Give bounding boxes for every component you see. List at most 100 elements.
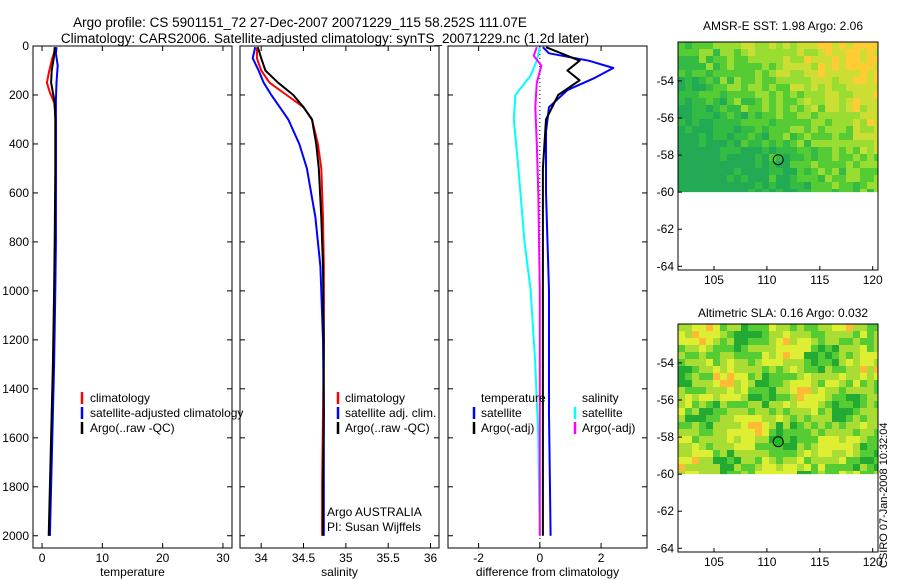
map-cell <box>706 429 713 436</box>
map-cell <box>720 168 727 175</box>
map-cell <box>727 42 734 49</box>
map-cell <box>699 457 706 464</box>
map-cell <box>692 42 699 49</box>
map-cell <box>832 168 839 175</box>
map-cell <box>776 63 783 70</box>
y-tick-label: 600 <box>9 186 29 200</box>
map-cell <box>755 168 762 175</box>
map-cell <box>720 366 727 373</box>
map-cell <box>839 331 846 338</box>
map-cell <box>699 63 706 70</box>
map-cell <box>699 133 706 140</box>
map-cell <box>797 56 804 63</box>
map-cell <box>790 366 797 373</box>
map-cell <box>699 450 706 457</box>
map-cell <box>769 450 776 457</box>
map-cell <box>727 338 734 345</box>
map-cell <box>720 154 727 161</box>
map-cell <box>741 429 748 436</box>
map-cell <box>825 450 832 457</box>
map-cell <box>811 168 818 175</box>
map-cell <box>853 450 860 457</box>
map-cell <box>790 457 797 464</box>
map-cell <box>853 471 860 475</box>
map-cell <box>769 105 776 112</box>
map-cell <box>762 49 769 56</box>
map-cell <box>811 366 818 373</box>
map-cell <box>783 133 790 140</box>
map-cell <box>692 471 699 475</box>
map-cell <box>825 373 832 380</box>
map-cell <box>860 324 867 331</box>
map-cell <box>839 84 846 91</box>
map-cell <box>846 387 853 394</box>
map-cell <box>846 140 853 147</box>
map-cell <box>734 42 741 49</box>
map-cell <box>867 154 874 161</box>
map-cell <box>734 49 741 56</box>
map-cell <box>734 56 741 63</box>
map-cell <box>685 147 692 154</box>
map-cell <box>790 380 797 387</box>
map-cell <box>874 338 878 345</box>
map-cell <box>720 91 727 98</box>
legend-label: climatology <box>90 391 150 405</box>
map-cell <box>678 91 685 98</box>
x-tick-label: 35.5 <box>377 551 401 565</box>
map-cell <box>748 394 755 401</box>
map-cell <box>846 161 853 168</box>
map-cell <box>741 70 748 77</box>
map-cell <box>832 373 839 380</box>
map-cell <box>755 373 762 380</box>
map-cell <box>797 133 804 140</box>
map-cell <box>825 471 832 475</box>
map-cell <box>699 443 706 450</box>
map-cell <box>874 394 878 401</box>
map-cell <box>762 168 769 175</box>
map-cell <box>762 189 769 193</box>
map-cell <box>685 422 692 429</box>
map-cell <box>755 189 762 193</box>
map-cell <box>678 345 685 352</box>
map-cell <box>706 366 713 373</box>
map-cell <box>776 168 783 175</box>
map-cell <box>832 77 839 84</box>
map-cell <box>860 98 867 105</box>
map-cell <box>762 387 769 394</box>
map-y-tick-label: -54 <box>657 356 675 370</box>
map-cell <box>832 359 839 366</box>
map-cell <box>846 443 853 450</box>
map-cell <box>713 366 720 373</box>
map-cell <box>853 464 860 471</box>
map-cell <box>741 98 748 105</box>
map-cell <box>741 91 748 98</box>
map-cell <box>741 408 748 415</box>
map-cell <box>860 133 867 140</box>
map-cell <box>769 70 776 77</box>
map-cell <box>678 331 685 338</box>
map-cell <box>825 345 832 352</box>
map-cell <box>720 77 727 84</box>
map-cell <box>818 366 825 373</box>
map-cell <box>762 84 769 91</box>
map-cell <box>678 175 685 182</box>
map-cell <box>811 112 818 119</box>
map-cell <box>853 345 860 352</box>
map-cell <box>874 77 878 84</box>
map-cell <box>692 331 699 338</box>
map-cell <box>748 98 755 105</box>
map-cell <box>692 133 699 140</box>
map-cell <box>853 182 860 189</box>
map-cell <box>818 84 825 91</box>
map-cell <box>762 77 769 84</box>
map-cell <box>860 49 867 56</box>
map-cell <box>783 373 790 380</box>
map-cell <box>874 436 878 443</box>
map-cell <box>874 112 878 119</box>
map-cell <box>692 161 699 168</box>
map-cell <box>811 338 818 345</box>
map-cell <box>678 119 685 126</box>
map-cell <box>741 422 748 429</box>
map-cell <box>874 63 878 70</box>
map-cell <box>846 408 853 415</box>
